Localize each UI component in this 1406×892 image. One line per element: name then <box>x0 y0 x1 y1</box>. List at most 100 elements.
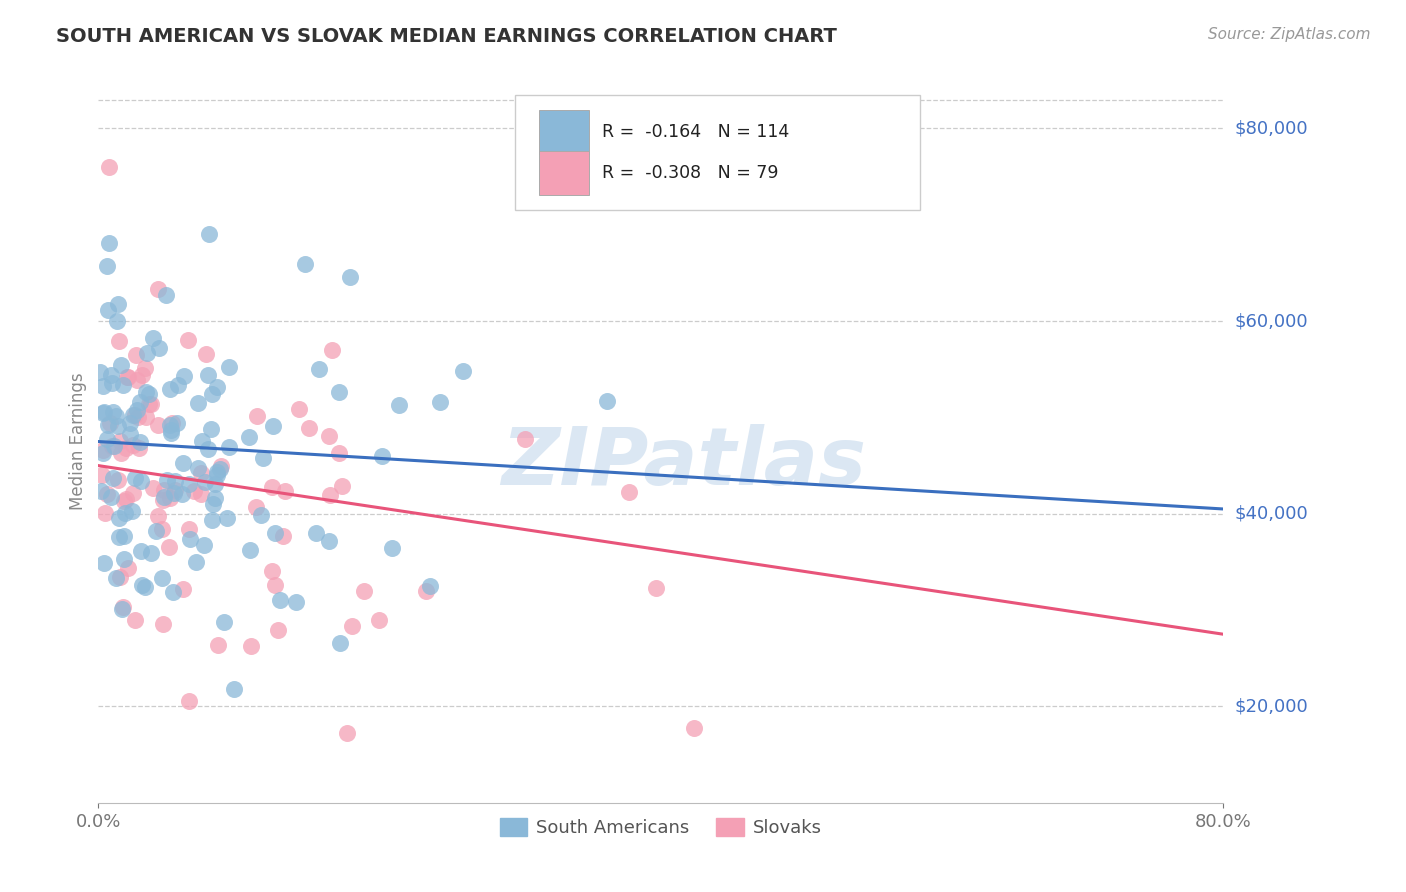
Point <box>97 418 120 433</box>
Point <box>194 475 217 490</box>
Point <box>100 368 122 382</box>
Point <box>170 487 193 501</box>
Point <box>167 378 190 392</box>
Point <box>148 341 170 355</box>
Point <box>201 387 224 401</box>
Point <box>162 584 184 599</box>
Point <box>172 582 194 597</box>
Point <box>267 623 290 637</box>
Point <box>215 511 238 525</box>
Point <box>218 359 240 374</box>
Point <box>124 471 146 485</box>
Point <box>90 484 112 499</box>
Point <box>108 511 131 525</box>
Point <box>249 508 271 523</box>
Point <box>108 570 131 584</box>
Point <box>122 409 145 423</box>
Point <box>429 394 451 409</box>
FancyBboxPatch shape <box>515 95 920 211</box>
Point <box>112 528 135 542</box>
Point <box>177 522 200 536</box>
Point <box>145 524 167 538</box>
Point <box>120 427 142 442</box>
Point <box>100 416 122 430</box>
Point <box>165 483 187 497</box>
Point <box>117 370 139 384</box>
Point <box>163 486 186 500</box>
Point <box>198 227 221 241</box>
Point <box>201 498 224 512</box>
Point <box>159 417 181 432</box>
Point <box>264 578 287 592</box>
Point <box>179 477 201 491</box>
Point <box>269 592 291 607</box>
Point <box>187 396 209 410</box>
Point <box>139 545 162 559</box>
Point <box>159 491 181 506</box>
Point <box>135 346 157 360</box>
Point <box>96 487 118 501</box>
Point <box>451 364 474 378</box>
Text: ZIPatlas: ZIPatlas <box>501 425 866 502</box>
Point <box>245 500 267 515</box>
Point <box>212 615 235 629</box>
Point <box>262 564 284 578</box>
Point <box>96 259 118 273</box>
Point <box>246 409 269 423</box>
Point <box>305 525 328 540</box>
Point <box>107 296 129 310</box>
Point <box>239 542 262 557</box>
Point <box>284 595 307 609</box>
Point <box>274 483 297 498</box>
Point <box>201 513 224 527</box>
Point <box>329 636 352 650</box>
Point <box>193 538 215 552</box>
Point <box>115 370 138 384</box>
Point <box>152 483 174 497</box>
Point <box>128 442 150 456</box>
Point <box>146 417 169 432</box>
Point <box>183 484 205 499</box>
Point <box>96 432 118 446</box>
Point <box>139 397 162 411</box>
Point <box>124 408 146 422</box>
Point <box>91 446 114 460</box>
Point <box>114 551 136 566</box>
Point <box>207 380 229 394</box>
Point <box>683 721 706 735</box>
Point <box>108 334 131 348</box>
Point <box>172 456 194 470</box>
Point <box>157 540 180 554</box>
Point <box>128 394 150 409</box>
Point <box>98 235 121 250</box>
Point <box>131 368 153 382</box>
Point <box>120 416 142 430</box>
Point <box>156 473 179 487</box>
Point <box>204 491 226 505</box>
Text: SOUTH AMERICAN VS SLOVAK MEDIAN EARNINGS CORRELATION CHART: SOUTH AMERICAN VS SLOVAK MEDIAN EARNINGS… <box>56 27 837 45</box>
Point <box>110 446 132 460</box>
Point <box>328 384 350 399</box>
Point <box>318 533 340 548</box>
Point <box>124 613 146 627</box>
Point <box>100 490 122 504</box>
Point <box>194 347 217 361</box>
Point <box>93 405 115 419</box>
Point <box>91 443 114 458</box>
Point <box>138 387 160 401</box>
Point <box>89 365 111 379</box>
Point <box>107 473 129 487</box>
Point <box>328 446 350 460</box>
Point <box>513 432 536 446</box>
Point <box>177 694 200 708</box>
Point <box>121 437 143 451</box>
Point <box>177 333 200 347</box>
Point <box>127 410 149 425</box>
Point <box>264 526 287 541</box>
Point <box>114 506 136 520</box>
Text: R =  -0.164   N = 114: R = -0.164 N = 114 <box>602 123 790 141</box>
Point <box>135 409 157 424</box>
Point <box>129 474 152 488</box>
Point <box>101 471 124 485</box>
Point <box>153 490 176 504</box>
